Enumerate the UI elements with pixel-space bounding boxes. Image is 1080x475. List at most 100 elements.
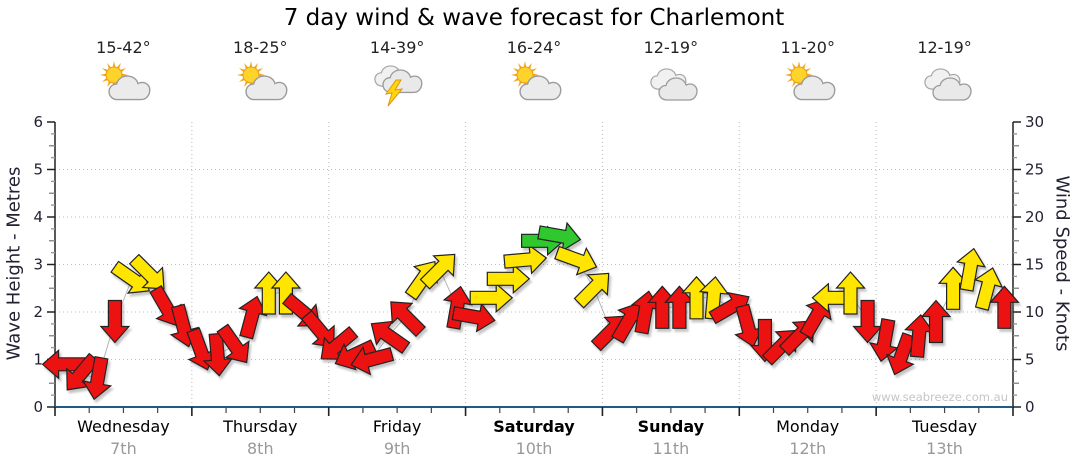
day-date-label: 11th: [652, 439, 690, 458]
day-date-label: 9th: [383, 439, 411, 458]
wind-arrow: [419, 253, 456, 290]
wind-arrow: [99, 299, 131, 344]
wave-tick-label: 6: [33, 113, 43, 131]
wave-tick-label: 5: [33, 161, 43, 179]
wind-arrow: [955, 247, 987, 292]
wind-arrow: [904, 313, 935, 358]
page-title: 7 day wind & wave forecast for Charlemon…: [283, 5, 785, 31]
day-name-label: Thursday: [223, 417, 298, 436]
day-name-label: Wednesday: [77, 417, 170, 436]
cloud-shape: [245, 75, 288, 101]
weather-icon-holder: [740, 60, 876, 108]
temperature-range-label: 15-42°: [96, 38, 151, 57]
sun-disc: [242, 66, 260, 84]
axis-ticks: [47, 121, 1021, 416]
cloud-shape: [658, 77, 698, 101]
sun-disc: [790, 66, 808, 84]
temperature-range-label: 12-19°: [643, 38, 699, 57]
wind-arrows: [41, 221, 1020, 401]
wind-arrow: [852, 299, 883, 344]
sun-disc: [516, 66, 534, 84]
weather-icon-holder: [55, 60, 191, 108]
weather-icon-cloudy: [923, 68, 972, 101]
wind-arrow: [202, 332, 234, 377]
day-date-label: 13th: [926, 439, 963, 458]
day-axis-label: Thursday 8th: [192, 417, 328, 458]
wind-arrow: [920, 299, 952, 344]
day-column: 12-19°: [877, 38, 1013, 108]
day-date-label: 7th: [110, 439, 137, 458]
cloud-shape: [519, 75, 562, 101]
wind-tick-label: 0: [1025, 398, 1035, 416]
axis-tick-labels: 0 1 2 3 4 5 6 0 5 10 15 20 25 30: [33, 113, 1044, 416]
temperature-range-label: 14-39°: [369, 38, 425, 57]
day-name-label: Tuesday: [912, 417, 978, 436]
temperature-range-label: 16-24°: [506, 38, 562, 57]
wave-tick-label: 4: [33, 208, 43, 226]
wind-arrow: [554, 245, 598, 276]
watermark: www.seabreeze.com.au: [872, 390, 1008, 404]
day-column: 16-24°: [466, 38, 602, 108]
wave-tick-label: 1: [33, 351, 43, 369]
temperature-range-label: 11-20°: [780, 38, 835, 57]
wind-arrow: [681, 275, 712, 320]
wind-arrow: [41, 348, 86, 380]
day-name-label: Saturday: [493, 417, 575, 436]
day-column: 15-42°: [55, 38, 191, 108]
wind-arrow: [664, 285, 695, 329]
weather-icon-holder: [192, 60, 328, 108]
temperature-range-label: 18-25°: [233, 38, 288, 57]
wind-arrow: [451, 302, 496, 333]
wind-tick-label: 30: [1025, 113, 1044, 131]
weather-icon-partly-cloudy: [784, 61, 836, 101]
wind-arrow: [734, 303, 764, 348]
wind-arrow: [537, 221, 582, 252]
weather-icon-thunderstorm: [374, 65, 423, 107]
wind-tick-label: 25: [1025, 161, 1044, 179]
day-axis-label: Tuesday 13th: [877, 417, 1013, 458]
wind-arrow: [81, 355, 113, 401]
wind-arrow: [350, 345, 395, 376]
wind-arrow: [66, 352, 101, 391]
wind-arrow: [469, 282, 514, 314]
wind-arrow: [390, 301, 426, 338]
day-axis-label: Sunday 11th: [603, 417, 739, 458]
wind-tick-label: 5: [1025, 351, 1035, 369]
wind-arrow: [989, 285, 1020, 329]
wind-arrow: [486, 263, 531, 295]
weather-icon-holder: [603, 60, 739, 108]
cloud-shape: [793, 75, 836, 101]
weather-icon-partly-cloudy: [511, 61, 562, 101]
wind-arrow: [370, 320, 411, 355]
weather-icon-partly-cloudy: [237, 61, 288, 101]
temperature-range-label: 12-19°: [917, 38, 972, 57]
day-column: 14-39°: [329, 38, 465, 108]
wind-tick-label: 15: [1025, 256, 1044, 274]
wind-arrow: [973, 267, 1004, 312]
wind-arrow: [253, 271, 285, 315]
wave-tick-label: 0: [33, 398, 43, 416]
sun-disc: [105, 66, 123, 84]
wind-arrow: [646, 285, 678, 329]
wind-arrow: [885, 332, 916, 376]
wind-tick-label: 10: [1025, 303, 1044, 321]
wind-arrow: [868, 317, 900, 363]
wind-arrow: [216, 323, 250, 364]
day-name-label: Sunday: [637, 417, 705, 436]
day-name-label: Friday: [372, 417, 422, 436]
cloud-shape: [108, 75, 151, 101]
day-axis-label: Wednesday 7th: [55, 417, 191, 458]
cloud-shape: [931, 77, 972, 101]
wind-arrow: [573, 272, 610, 309]
wind-arrow: [835, 271, 866, 315]
weather-icon-partly-cloudy: [100, 61, 151, 101]
lightning-icon: [385, 79, 404, 107]
weather-icon-holder: [877, 60, 1013, 108]
wave-tick-label: 3: [33, 256, 43, 274]
day-axis-label: Friday 9th: [329, 417, 465, 458]
day-column: 18-25°: [192, 38, 328, 108]
wind-arrow: [128, 253, 165, 290]
day-date-label: 10th: [515, 439, 553, 458]
